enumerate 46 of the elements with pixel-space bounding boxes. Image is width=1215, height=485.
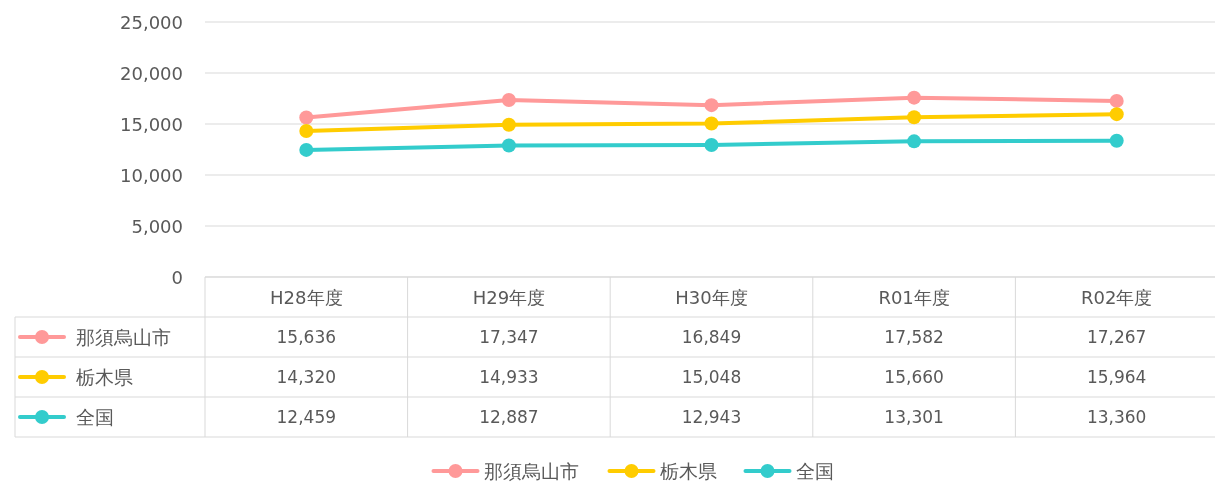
- data-label: 17,347: [479, 327, 539, 347]
- data-label: 15,048: [681, 367, 742, 387]
- point: [907, 90, 922, 105]
- text: 全国: [76, 406, 114, 428]
- y-tick-label: 0: [171, 266, 183, 288]
- y-tick-label: 15,000: [120, 113, 183, 135]
- point: [1109, 107, 1124, 122]
- legend-label: 全国: [795, 460, 834, 482]
- data-label: 16,849: [681, 327, 742, 347]
- data-label: 12,887: [479, 407, 539, 427]
- legend-label: 那須烏山市: [76, 326, 171, 348]
- x-tick-label: H28年度: [270, 286, 343, 308]
- legend-label: 栃木県: [76, 366, 133, 388]
- point: [1109, 93, 1124, 108]
- x-tick-label: H30年度: [675, 286, 748, 308]
- y-tick-label: 20,000: [120, 62, 183, 84]
- data-label: 13,301: [884, 407, 944, 427]
- data-label: 14,320: [276, 367, 337, 387]
- data-label: 15,660: [884, 367, 944, 387]
- y-tick-label: 5,000: [131, 215, 183, 237]
- point: [704, 137, 719, 152]
- y-tick-label: 25,000: [120, 11, 183, 33]
- point: [299, 110, 314, 125]
- data-label: 14,933: [479, 367, 539, 387]
- data-label: 17,582: [884, 327, 944, 347]
- x-tick-label: R02年度: [1080, 286, 1153, 308]
- data-label: 15,636: [276, 327, 337, 347]
- point: [501, 138, 516, 153]
- point: [501, 117, 516, 132]
- data-label: 13,360: [1086, 407, 1147, 427]
- point: [704, 98, 719, 113]
- point: [1109, 133, 1124, 148]
- y-tick-label: 10,000: [120, 164, 183, 186]
- point: [907, 110, 922, 125]
- data-label: 12,459: [276, 407, 337, 427]
- legend: 那須烏山市 栃木県 全国: [431, 460, 834, 482]
- x-tick-label: R01年度: [878, 286, 950, 308]
- data-label: 12,943: [681, 407, 742, 427]
- point: [704, 116, 719, 131]
- point: [299, 123, 314, 138]
- point: [299, 142, 314, 157]
- x-tick-label: H29年度: [472, 286, 546, 308]
- data-label: 17,267: [1086, 327, 1147, 347]
- data-label: 15,964: [1086, 367, 1147, 387]
- point: [907, 134, 922, 149]
- point: [501, 93, 516, 108]
